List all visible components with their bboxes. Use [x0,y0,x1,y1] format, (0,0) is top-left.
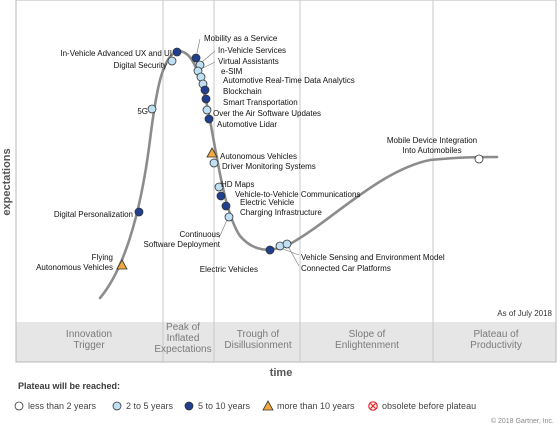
label-flying-autonomous-vehicles: Autonomous Vehicles [36,263,113,272]
label-flying-autonomous-vehicles: Flying [92,253,113,262]
label-blockchain: Blockchain [223,87,262,96]
legend-label-5-to-10-years: 5 to 10 years [198,401,251,411]
marker-automotive-lidar [204,114,214,124]
label-digital-security: Digital Security [114,61,167,70]
label-in-vehicle-advanced-ux-and-ui: In-Vehicle Advanced UX and UI [60,49,172,58]
marker-electric-vehicle-charging-infrastructure [221,201,231,211]
marker-digital-personalization [134,207,144,217]
phase-band [16,322,556,362]
label-virtual-assistants: Virtual Assistants [218,57,279,66]
legend-marker-more-than-10-years [262,400,274,411]
marker-autonomous-vehicles [206,147,218,158]
label-electric-vehicles: Electric Vehicles [200,265,258,274]
label-e-sim: e-SIM [221,67,243,76]
marker-blockchain [200,85,210,95]
label-automotive-lidar: Automotive Lidar [217,120,277,129]
label-continuous-software-deployment: Continuous [180,230,220,239]
label-vehicle-to-vehicle-communications: Vehicle-to-Vehicle Communications [235,190,360,199]
label-digital-personalization: Digital Personalization [54,210,133,219]
leader-line-continuous-software-deployment [218,219,228,239]
label-mobile-device-integration-into-automobiles: Mobile Device Integration [387,136,477,145]
label-5g: 5G [137,107,148,116]
label-electric-vehicle-charging-infrastructure: Charging Infrastructure [240,208,322,217]
legend-marker-5-to-10-years [184,401,194,411]
legend-marker-2-to-5-years [112,401,122,411]
label-automotive-real-time-data-analytics: Automotive Real-Time Data Analytics [223,76,355,85]
marker-continuous-software-deployment [224,212,234,222]
marker-in-vehicle-advanced-ux-and-ui [172,47,182,57]
label-electric-vehicle-charging-infrastructure: Electric Vehicle [240,198,295,207]
marker-mobile-device-integration-into-automobiles [474,154,484,164]
marker-electric-vehicles [265,245,275,255]
marker-vehicle-to-vehicle-communications [216,191,226,201]
phase-label-peak: Expectations [154,344,211,355]
marker-mobility-as-a-service [191,53,201,63]
label-smart-transportation: Smart Transportation [223,98,298,107]
label-autonomous-vehicles: Autonomous Vehicles [220,152,297,161]
label-mobile-device-integration-into-automobiles: Into Automobiles [402,146,461,155]
leader-line-mobility-as-a-service [196,38,201,54]
phase-label-trough: Trough of [237,329,280,340]
legend-marker-obsolete-before-plateau [368,401,378,411]
marker-flying-autonomous-vehicles [116,259,128,270]
phase-label-plateau: Plateau of [473,329,518,340]
label-hd-maps: HD Maps [221,180,254,189]
marker-smart-transportation [201,94,211,104]
label-vehicle-sensing-and-environment-model: Vehicle Sensing and Environment Model [301,253,445,262]
legend-label-obsolete-before-plateau: obsolete before plateau [382,401,476,411]
marker-connected-car-platforms [282,239,292,249]
phase-label-trough: Disillusionment [224,340,291,351]
legend-marker-less-than-2-years [14,401,24,411]
phase-label-slope: Slope of [349,329,386,340]
legend-title: Plateau will be reached: [18,381,120,391]
marker-driver-monitoring-systems [209,158,219,168]
label-connected-car-platforms: Connected Car Platforms [301,264,391,273]
marker-hd-maps [214,182,224,192]
marker-5g [147,104,157,114]
x-axis-title: time [270,367,293,379]
leader-line-connected-car-platforms [288,247,300,267]
label-over-the-air-software-updates: Over the Air Software Updates [213,109,321,118]
marker-over-the-air-software-updates [202,105,212,115]
legend-label-more-than-10-years: more than 10 years [277,401,355,411]
copyright-text: © 2018 Gartner, Inc. [491,417,554,425]
plot-frame [15,0,557,363]
leader-line-virtual-assistants [200,61,216,70]
label-in-vehicle-services: In-Vehicle Services [218,46,286,55]
phase-label-innovation-trigger: Innovation [66,329,112,340]
phase-label-slope: Enlightenment [335,340,399,351]
label-mobility-as-a-service: Mobility as a Service [204,34,278,43]
as-of-note: As of July 2018 [497,309,552,318]
phase-label-peak: Inflated [167,333,200,344]
phase-label-peak: Peak of [166,322,200,333]
y-axis-title: expectations [1,148,13,215]
marker-digital-security [167,56,177,66]
legend-label-2-to-5-years: 2 to 5 years [126,401,174,411]
phase-label-innovation-trigger: Trigger [73,340,105,351]
leader-line-in-vehicle-services [201,50,216,63]
label-driver-monitoring-systems: Driver Monitoring Systems [222,162,316,171]
label-continuous-software-deployment: Software Deployment [144,240,221,249]
phase-label-plateau: Productivity [470,340,522,351]
legend-label-less-than-2-years: less than 2 years [28,401,97,411]
